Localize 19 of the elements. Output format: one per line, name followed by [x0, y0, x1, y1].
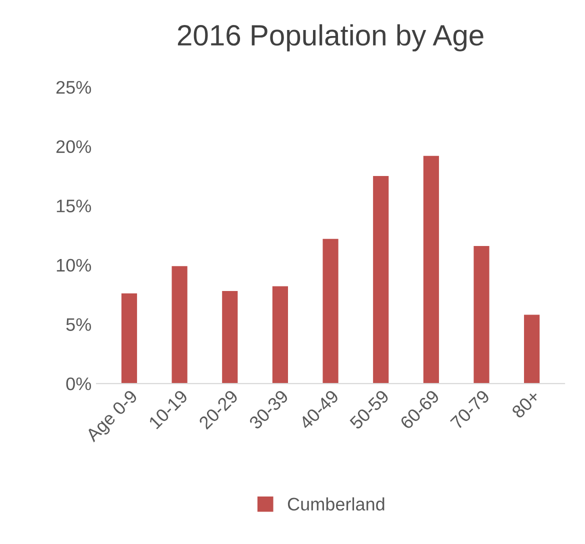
legend-label: Cumberland: [288, 497, 384, 511]
y-tick-label: 5%: [66, 318, 92, 331]
bar: [423, 156, 439, 384]
bar: [524, 314, 540, 384]
bar: [322, 238, 338, 384]
y-tick-label: 10%: [56, 258, 92, 272]
y-tick-label: 0%: [66, 377, 92, 390]
y-tick-label: 25%: [56, 80, 92, 94]
bar: [474, 246, 490, 384]
x-tick-label: 80+: [511, 389, 541, 419]
bar: [121, 293, 138, 384]
chart-title: 2016 Population by Age: [178, 24, 484, 52]
bar: [172, 266, 188, 384]
bar: [222, 291, 238, 384]
y-tick-label: 15%: [56, 200, 92, 212]
x-tick-label: Age 0-9: [84, 389, 141, 445]
y-tick-label: 20%: [56, 140, 92, 154]
bar: [272, 286, 288, 384]
bar: [373, 176, 389, 384]
